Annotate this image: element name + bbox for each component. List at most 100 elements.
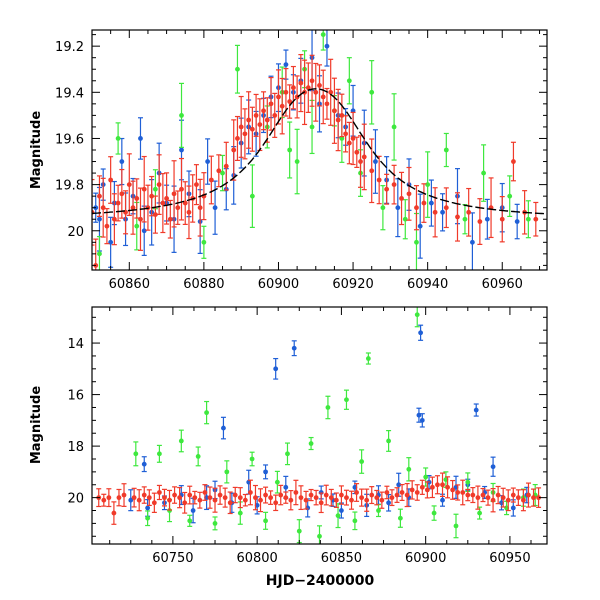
bottom-green-point — [352, 511, 358, 531]
top-blue-point — [395, 178, 401, 238]
top-red-point — [298, 54, 304, 113]
y-tick-label: 16 — [67, 389, 84, 404]
bottom-green-point — [212, 516, 218, 531]
bottom-red-point — [384, 485, 390, 500]
top-green-point — [287, 121, 293, 179]
bottom-red-point — [505, 489, 511, 512]
bottom-red-point — [273, 494, 279, 512]
top-red-point — [287, 84, 293, 119]
top-green-point — [425, 151, 431, 218]
top-red-point — [216, 154, 222, 188]
top-green-point — [234, 44, 240, 94]
y-tick-label: 19.8 — [55, 179, 84, 194]
bottom-red-point — [268, 490, 274, 505]
bottom-red-point — [242, 493, 248, 507]
top-red-point — [119, 168, 125, 219]
top-red-point — [137, 187, 143, 251]
top-red-point — [149, 175, 155, 217]
bottom-red-point — [232, 486, 238, 504]
bottom-blue-point — [128, 489, 134, 512]
top-red-point — [111, 193, 117, 246]
top-blue-point — [417, 193, 423, 259]
top-blue-point — [484, 198, 490, 240]
bottom-red-point — [263, 486, 269, 504]
top-red-point — [369, 138, 375, 204]
top-red-point — [223, 141, 229, 191]
top-red-point — [510, 141, 516, 182]
top-blue-point — [324, 30, 330, 67]
bottom-red-point — [217, 485, 223, 505]
bottom-x-axis-label: HJD−2400000 — [266, 573, 375, 589]
bottom-blue-point — [291, 340, 297, 357]
bottom-blue-point — [490, 456, 496, 477]
top-red-point — [100, 177, 106, 238]
bottom-red-point — [237, 487, 243, 509]
bottom-green-point — [249, 451, 255, 467]
top-red-point — [264, 97, 270, 143]
bottom-red-point — [161, 488, 167, 507]
bottom-red-point — [338, 485, 344, 505]
bottom-red-point — [116, 488, 122, 507]
bottom-red-point — [460, 479, 466, 506]
bottom-green-point — [386, 430, 392, 452]
bottom-red-point — [520, 489, 526, 512]
bottom-red-point — [182, 491, 188, 514]
top-red-point — [313, 62, 319, 122]
bottom-panel-ticks: 60750 60800 60850 60900 60950 14 16 18 20 — [67, 307, 547, 566]
bottom-green-point — [397, 508, 403, 528]
top-red-point — [126, 153, 132, 216]
top-red-point — [179, 157, 185, 221]
bottom-red-point — [531, 488, 537, 507]
bottom-red-point — [440, 472, 446, 497]
top-green-point — [346, 57, 352, 105]
bottom-red-point — [202, 484, 208, 501]
bottom-green-point — [237, 501, 243, 525]
top-red-point — [320, 69, 326, 125]
top-green-point — [369, 60, 375, 125]
bottom-blue-point — [473, 403, 479, 417]
bottom-panel-frame — [91, 306, 548, 545]
top-green-point — [443, 132, 449, 168]
x-tick-label: 60950 — [489, 551, 530, 566]
bottom-red-point — [485, 489, 491, 506]
bottom-red-point — [429, 476, 435, 499]
top-red-point — [421, 183, 427, 223]
top-red-point — [328, 58, 334, 126]
top-red-point — [134, 178, 140, 219]
bottom-red-point — [207, 486, 213, 509]
bottom-red-point — [156, 484, 162, 501]
bottom-red-point — [343, 489, 349, 506]
top-red-point — [272, 92, 278, 138]
top-red-point — [175, 190, 181, 225]
bottom-green-point — [145, 510, 151, 527]
bottom-green-point — [325, 395, 331, 420]
top-red-point — [104, 208, 110, 245]
bottom-blue-point — [141, 456, 147, 473]
bottom-red-point — [475, 485, 481, 510]
bottom-green-point — [133, 441, 139, 467]
bottom-blue-point — [416, 407, 422, 423]
top-panel: 60860 60880 60900 60920 60940 60960 19.2 19.4 19… — [29, 29, 548, 292]
top-red-point — [130, 180, 136, 235]
top-red-point — [305, 62, 311, 113]
y-tick-label: 20 — [67, 225, 84, 240]
top-green-point — [402, 199, 408, 240]
y-tick-label: 20 — [67, 492, 84, 507]
bottom-red-point — [106, 488, 112, 508]
bottom-green-point — [365, 352, 371, 365]
bottom-red-point — [298, 485, 304, 511]
y-tick-label: 19.6 — [55, 132, 84, 147]
x-tick-label: 60860 — [109, 277, 150, 292]
bottom-green-point — [156, 444, 162, 463]
bottom-red-point — [333, 492, 339, 508]
top-red-point — [253, 93, 259, 137]
bottom-red-point — [480, 487, 486, 503]
top-red-point — [197, 178, 203, 237]
bottom-red-point — [151, 492, 157, 513]
top-red-point — [249, 106, 255, 152]
model-curve — [92, 88, 547, 215]
top-red-point — [171, 160, 177, 228]
top-red-point — [257, 98, 263, 152]
bottom-green-point — [195, 446, 201, 467]
